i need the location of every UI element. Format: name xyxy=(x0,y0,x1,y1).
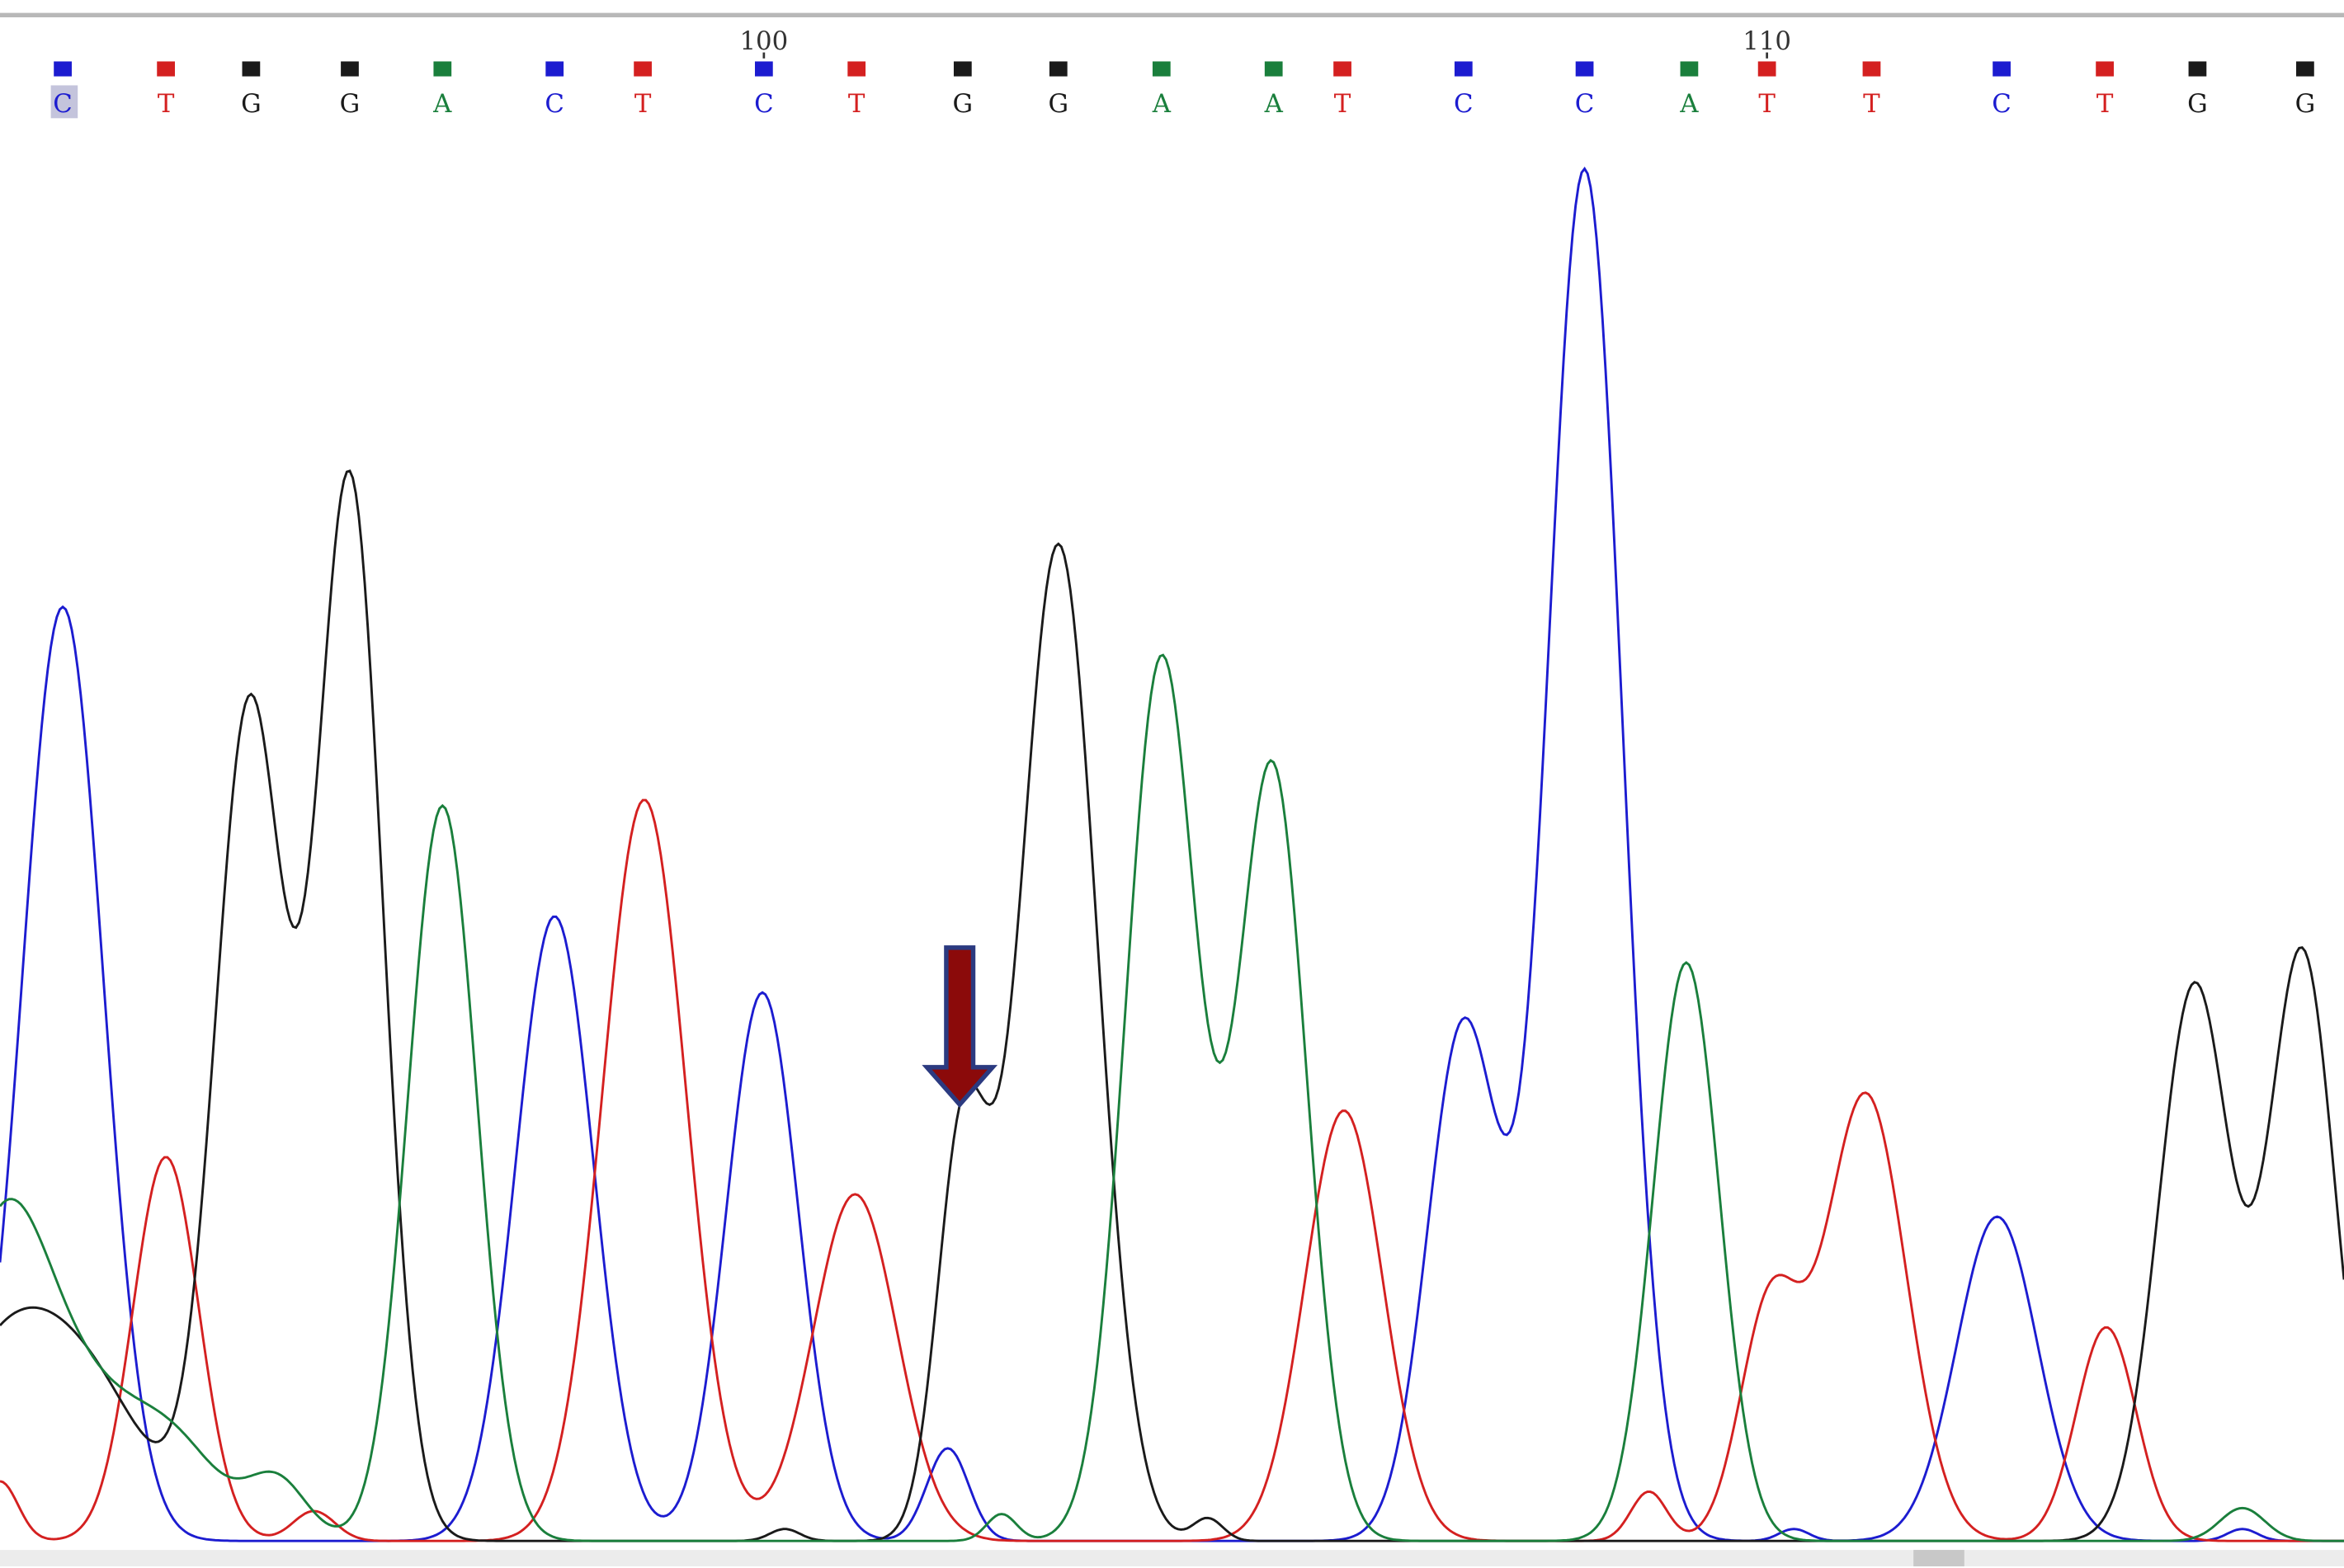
quality-bar xyxy=(1049,61,1068,77)
base-letter: T xyxy=(634,89,652,119)
quality-bar xyxy=(847,61,866,77)
quality-bar xyxy=(242,61,261,77)
quality-bar xyxy=(634,61,652,77)
ruler-label: 110 xyxy=(1743,26,1791,56)
quality-bar xyxy=(157,61,175,77)
quality-bar xyxy=(545,61,564,77)
base-letter: A xyxy=(1264,89,1284,119)
quality-bar xyxy=(2096,61,2114,77)
base-calls: C T G G A C T C T G G A A T C C A T T C T G G 100 110 xyxy=(50,26,2316,119)
base-letter: C xyxy=(1454,89,1474,119)
base-letter: G xyxy=(953,89,974,119)
base-letter: G xyxy=(2187,89,2208,119)
quality-bar xyxy=(1862,61,1881,77)
scrollbar[interactable] xyxy=(0,1550,2344,1567)
quality-bar xyxy=(433,61,452,77)
scrollbar-thumb[interactable] xyxy=(1913,1550,1964,1567)
quality-bar xyxy=(1264,61,1283,77)
selection xyxy=(50,85,78,119)
base-letter: G xyxy=(241,89,262,119)
quality-bar xyxy=(1333,61,1351,77)
base-letter: T xyxy=(2096,89,2114,119)
quality-bar xyxy=(754,61,773,77)
base-letter: A xyxy=(1152,89,1172,119)
quality-bar xyxy=(953,61,972,77)
quality-bar xyxy=(2188,61,2207,77)
trace-T xyxy=(0,798,2344,1542)
quality-bar xyxy=(54,61,72,77)
base-letter: C xyxy=(1575,89,1595,119)
quality-bar xyxy=(1152,61,1171,77)
base-letter: G xyxy=(340,89,361,119)
base-letter: A xyxy=(1679,89,1699,119)
base-letter: C xyxy=(53,89,73,119)
traces xyxy=(0,166,2344,1542)
quality-bar xyxy=(2296,61,2314,77)
quality-bar xyxy=(1680,61,1699,77)
quality-bar xyxy=(1454,61,1473,77)
quality-bar xyxy=(341,61,359,77)
base-letter: T xyxy=(848,89,865,119)
base-letter: T xyxy=(158,89,175,119)
base-letter: T xyxy=(1758,89,1776,119)
base-letter: T xyxy=(1334,89,1351,119)
trace-A xyxy=(0,653,2344,1542)
base-letter: A xyxy=(432,89,452,119)
base-letter: T xyxy=(1863,89,1880,119)
quality-bar xyxy=(1575,61,1594,77)
quality-bar xyxy=(1993,61,2011,77)
base-letter: G xyxy=(1048,89,1068,119)
ruler-label: 100 xyxy=(739,26,788,56)
arrow xyxy=(922,945,998,1109)
base-letter: C xyxy=(545,89,564,119)
quality-bar xyxy=(1757,61,1776,77)
base-letter: G xyxy=(2295,89,2316,119)
base-letter: C xyxy=(754,89,774,119)
base-letter: C xyxy=(1992,89,2012,119)
